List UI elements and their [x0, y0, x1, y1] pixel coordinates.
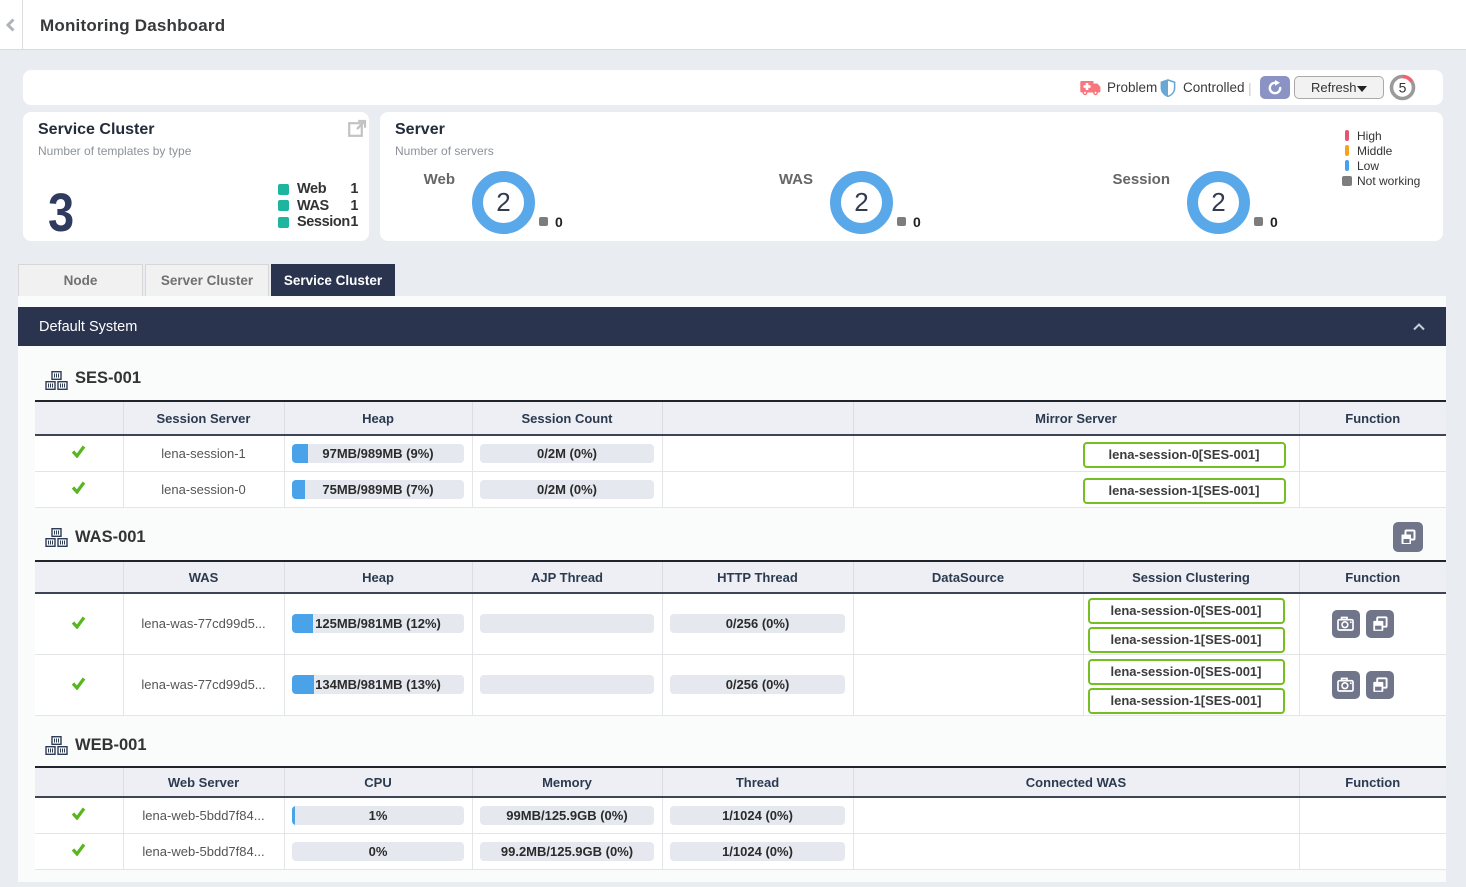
svg-text:5: 5	[1399, 80, 1407, 96]
